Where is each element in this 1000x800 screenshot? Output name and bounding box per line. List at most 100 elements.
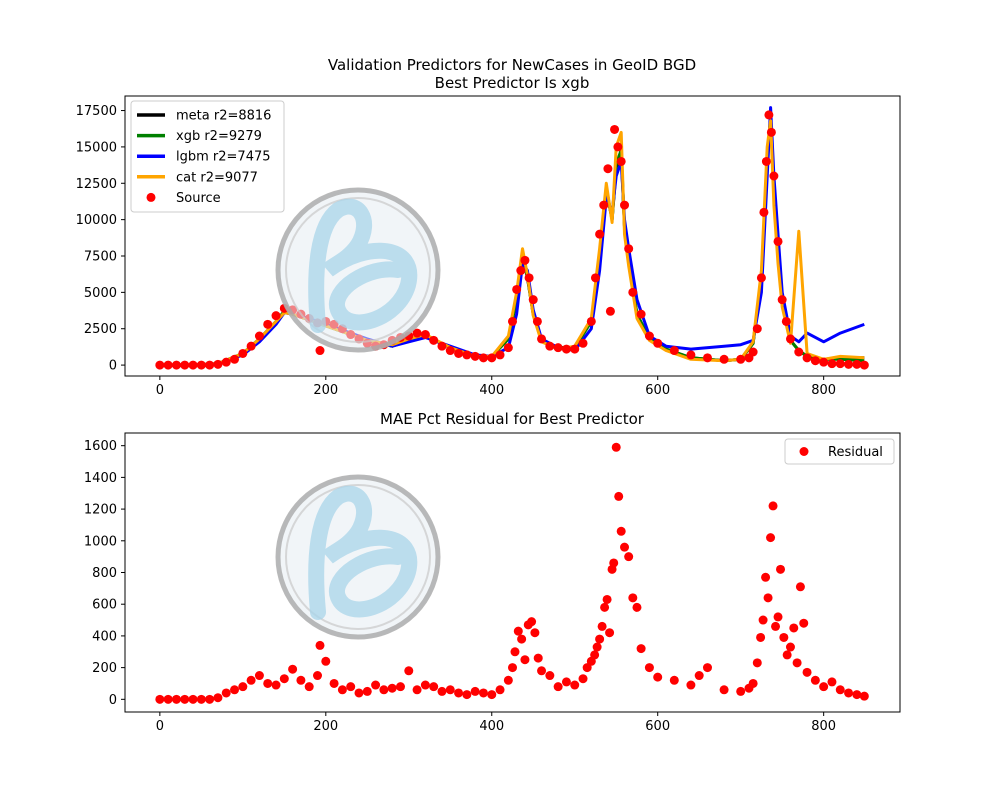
residual-point (230, 685, 240, 695)
residual-point (246, 675, 256, 685)
residual-point (771, 621, 781, 631)
source-point (171, 360, 181, 370)
residual-point (437, 686, 447, 696)
bottom-legend: Residual (784, 438, 895, 465)
source-point (528, 295, 538, 305)
watermark-inner-ring (285, 197, 431, 343)
y-tick-label: 10000 (76, 213, 117, 228)
residual-point (205, 694, 215, 704)
legend-marker (146, 192, 156, 202)
residual-point (495, 685, 505, 695)
residual-point (592, 642, 602, 652)
source-point (263, 319, 273, 329)
residual-point (213, 693, 223, 703)
source-point (213, 359, 223, 369)
source-point (756, 273, 766, 283)
source-point (420, 330, 430, 340)
source-point (470, 351, 480, 361)
source-point (487, 353, 497, 363)
residual-point (852, 690, 862, 700)
residual-point (614, 491, 624, 501)
y-tick-label: 0 (109, 359, 117, 374)
source-point (578, 338, 588, 348)
x-tick-label: 600 (645, 383, 670, 398)
source-point (620, 200, 630, 210)
residual-point (487, 690, 497, 700)
source-point (188, 360, 198, 370)
source-point (478, 353, 488, 363)
residual-point (313, 671, 323, 681)
residual-point (329, 678, 339, 688)
residual-point (271, 680, 281, 690)
residual-point (694, 671, 704, 681)
source-point (628, 287, 638, 297)
residual-point (570, 680, 580, 690)
residual-point (748, 678, 758, 688)
y-tick-label: 1600 (84, 439, 117, 454)
residual-point (859, 691, 869, 701)
source-point (613, 142, 623, 152)
residual-point (404, 666, 414, 676)
legend-label: Source (176, 191, 221, 206)
residual-point (508, 663, 517, 673)
source-point (761, 156, 771, 166)
x-tick-label: 800 (811, 719, 836, 734)
y-tick-label: 17500 (76, 104, 117, 119)
residual-point (789, 623, 799, 633)
x-tick-label: 800 (811, 383, 836, 398)
legend-box (130, 100, 285, 213)
source-point (508, 316, 517, 326)
source-point (610, 124, 620, 134)
residual-point (533, 653, 543, 663)
residual-point (595, 634, 605, 644)
residual-point (810, 675, 820, 685)
residual-point (321, 656, 331, 666)
source-point (777, 295, 787, 305)
source-point (802, 353, 812, 363)
residual-point (503, 675, 513, 685)
source-point (736, 354, 746, 364)
residual-point (462, 690, 472, 700)
source-point (561, 344, 571, 354)
residual-point (188, 694, 198, 704)
residual-point (254, 671, 264, 681)
y-tick-label: 600 (92, 598, 117, 613)
y-tick-label: 7500 (84, 250, 117, 265)
residual-point (702, 663, 712, 673)
logo-watermark (275, 187, 441, 353)
residual-point (795, 582, 805, 592)
x-tick-label: 600 (645, 719, 670, 734)
top-y-axis: 0 2500 5000 7500 10000 12500 15000 17500 (76, 104, 125, 374)
residual-point (799, 618, 809, 628)
residual-point (420, 680, 430, 690)
source-point (586, 316, 596, 326)
residual-point (527, 617, 537, 627)
y-tick-label: 200 (92, 661, 117, 676)
source-point (520, 255, 530, 265)
residual-point (768, 501, 778, 511)
top-chart-title: Validation Predictors for NewCases in Ge… (328, 56, 696, 74)
residual-point (545, 671, 555, 681)
residual-point (221, 688, 231, 698)
y-tick-label: 5000 (84, 286, 117, 301)
legend-marker (799, 447, 809, 456)
source-point (230, 354, 240, 364)
residual-point (429, 682, 439, 692)
source-point (859, 360, 869, 370)
source-point (246, 341, 256, 351)
source-point (221, 357, 231, 367)
source-point (827, 359, 837, 369)
source-point (764, 110, 774, 120)
residual-point (346, 682, 356, 692)
residual-point (387, 683, 397, 693)
residual-point (354, 688, 364, 698)
y-tick-label: 2500 (84, 322, 117, 337)
source-point (748, 347, 758, 357)
top-x-axis: 0 200 400 600 800 (156, 376, 836, 398)
bottom-chart-title: MAE Pct Residual for Best Predictor (380, 410, 645, 428)
source-point (315, 346, 325, 356)
source-point (454, 348, 464, 358)
residual-point (766, 533, 776, 543)
residual-point (279, 674, 289, 684)
source-point (196, 360, 206, 370)
